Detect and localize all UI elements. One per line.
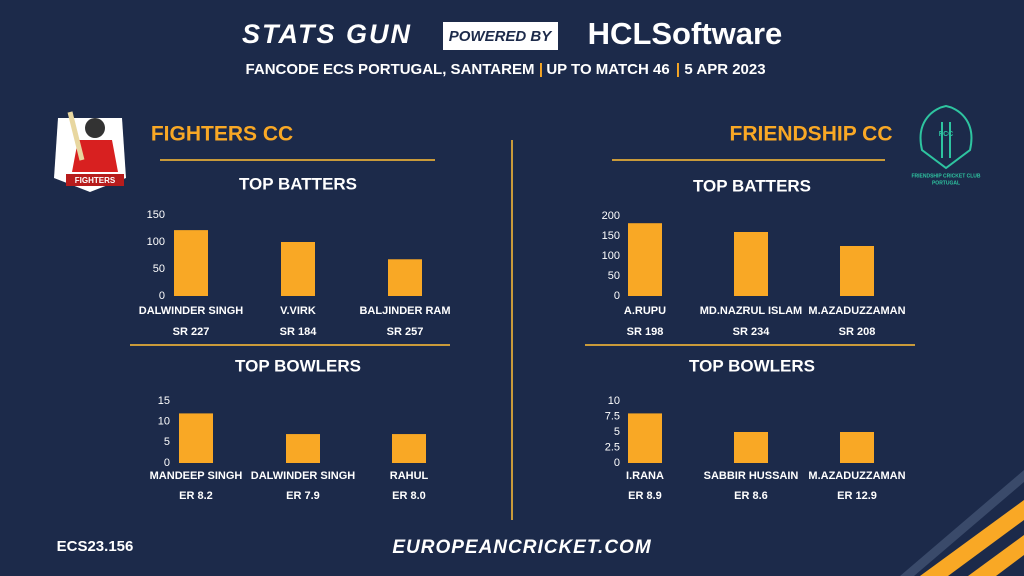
category-note: SR 198: [627, 326, 664, 338]
y-tick-label: 0: [614, 290, 620, 302]
category-note: SR 257: [387, 326, 424, 338]
y-tick-label: 10: [608, 395, 620, 407]
y-tick-label: 7.5: [605, 410, 620, 422]
logo-head: [85, 118, 105, 138]
logo-banner: [66, 174, 124, 186]
y-tick-label: 50: [608, 270, 620, 282]
y-tick-label: 150: [602, 230, 620, 242]
category-note: ER 8.6: [734, 490, 768, 502]
title: STATS GUN: [242, 19, 412, 49]
category-note: ER 8.9: [628, 490, 662, 502]
y-tick-label: 100: [147, 236, 165, 248]
category-note: SR 184: [280, 326, 318, 338]
y-tick-label: 200: [602, 210, 620, 222]
logo-text: PORTUGAL: [932, 180, 960, 186]
category-note: ER 8.2: [179, 490, 213, 502]
category-note: SR 234: [733, 326, 771, 338]
x-tick-label: MD.NAZRUL ISLAM: [700, 305, 802, 317]
logo-text: FCC: [939, 131, 953, 138]
x-tick-label: SABBIR HUSSAIN: [704, 470, 799, 482]
sponsor: HCLSoftware: [588, 16, 783, 51]
decor-stripe: [920, 500, 1024, 576]
category-note: ER 7.9: [286, 490, 320, 502]
logo-text: FRIENDSHIP CRICKET CLUB: [911, 173, 980, 179]
y-tick-label: 15: [158, 395, 170, 407]
bar: [286, 434, 320, 463]
y-tick-label: 0: [159, 290, 165, 302]
category-note: ER 8.0: [392, 490, 426, 502]
category-note: SR 227: [173, 326, 210, 338]
decor-stripe: [968, 535, 1024, 576]
x-tick-label: M.AZADUZZAMAN: [808, 305, 905, 317]
bar: [840, 246, 874, 296]
chart-title: TOP BATTERS: [239, 174, 357, 193]
y-tick-label: 50: [153, 263, 165, 275]
y-tick-label: 2.5: [605, 441, 620, 453]
team-name: FIGHTERS CC: [151, 123, 293, 146]
bar: [174, 230, 208, 296]
x-tick-label: V.VIRK: [280, 305, 316, 317]
bar: [388, 259, 422, 296]
bar: [628, 413, 662, 463]
bar: [734, 432, 768, 463]
y-tick-label: 150: [147, 209, 165, 221]
x-tick-label: DALWINDER SINGH: [251, 470, 356, 482]
separator: |: [539, 61, 543, 78]
category-note: ER 12.9: [837, 490, 877, 502]
y-tick-label: 10: [158, 416, 170, 428]
y-tick-label: 100: [602, 250, 620, 262]
logo-text: FIGHTERS: [75, 176, 116, 185]
logo-shield: [919, 104, 973, 170]
bar: [840, 432, 874, 463]
powered-box: [443, 22, 558, 50]
bar: [281, 242, 315, 296]
x-tick-label: I.RANA: [626, 470, 664, 482]
footer-code: ECS23.156: [57, 538, 134, 555]
bar: [628, 223, 662, 296]
separator: |: [676, 61, 680, 78]
category-note: SR 208: [839, 326, 876, 338]
chart-title: TOP BOWLERS: [235, 356, 361, 375]
logo-body: [72, 140, 118, 172]
x-tick-label: BALJINDER RAM: [359, 305, 450, 317]
bar: [392, 434, 426, 463]
bar: [179, 413, 213, 463]
subtitle: FANCODE ECS PORTUGAL, SANTAREM: [246, 61, 535, 78]
x-tick-label: RAHUL: [390, 470, 429, 482]
x-tick-label: M.AZADUZZAMAN: [808, 470, 905, 482]
y-tick-label: 5: [164, 436, 170, 448]
y-tick-label: 0: [164, 457, 170, 469]
y-tick-label: 5: [614, 426, 620, 438]
y-tick-label: 0: [614, 457, 620, 469]
x-tick-label: A.RUPU: [624, 305, 666, 317]
chart-title: TOP BATTERS: [693, 176, 811, 195]
footer-site: EUROPEANCRICKET.COM: [392, 537, 651, 558]
subtitle: UP TO MATCH 46: [546, 61, 669, 78]
friendship-logo: FCC FRIENDSHIP CRICKET CLUB PORTUGAL: [911, 104, 981, 186]
x-tick-label: MANDEEP SINGH: [150, 470, 243, 482]
powered-by: POWERED BY: [449, 28, 554, 45]
logo-bat: [67, 111, 85, 161]
x-tick-label: DALWINDER SINGH: [139, 305, 244, 317]
decor-stripe: [900, 470, 1024, 576]
team-name: FRIENDSHIP CC: [730, 123, 893, 146]
chart-title: TOP BOWLERS: [689, 356, 815, 375]
fighters-logo: FIGHTERS: [54, 111, 126, 192]
subtitle: 5 APR 2023: [684, 61, 765, 78]
bar: [734, 232, 768, 296]
